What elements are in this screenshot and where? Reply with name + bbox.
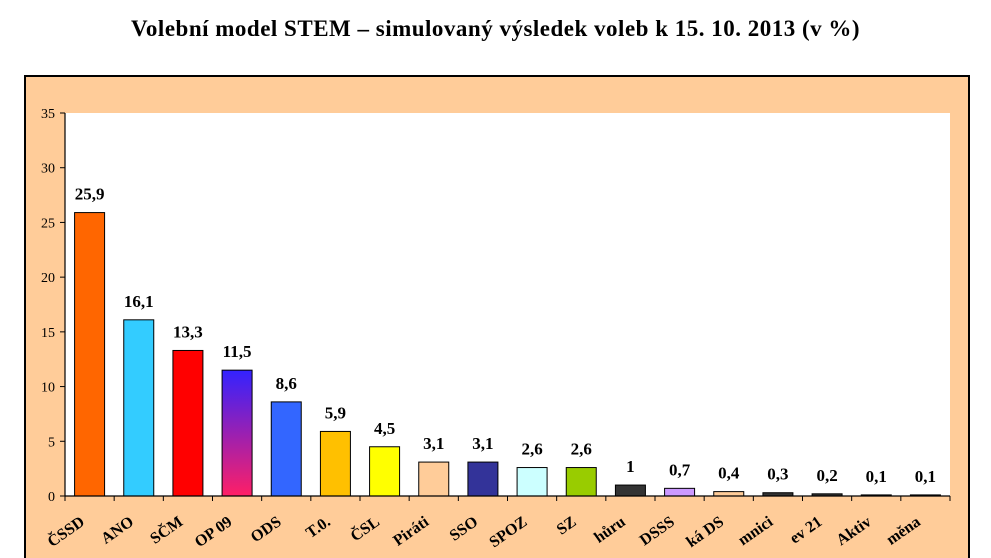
bar-value-label: 3,1 <box>472 434 493 453</box>
bar-value-label: 0,2 <box>816 466 837 485</box>
x-tick-label: SPOZ <box>486 513 530 551</box>
bar-value-label: 2,6 <box>521 440 542 459</box>
bar <box>713 491 745 497</box>
y-tick-label: 30 <box>41 162 55 177</box>
x-tick-label: Aktiv <box>833 513 874 549</box>
bar <box>172 349 204 497</box>
bar-value-label: 13,3 <box>173 322 203 341</box>
x-tick-label: mnici <box>735 513 777 549</box>
bar-value-label: 11,5 <box>223 342 252 361</box>
bar-value-label: 25,9 <box>75 185 105 204</box>
bar-value-label: 2,6 <box>571 440 592 459</box>
bar-value-label: 1 <box>626 457 635 476</box>
x-tick-label: OP 09 <box>192 513 236 551</box>
chart-title: Volební model STEM – simulovaný výsledek… <box>130 16 861 41</box>
x-tick-label: ČSL <box>346 512 382 545</box>
bar <box>565 467 597 497</box>
bar-value-label: 0,4 <box>718 464 740 483</box>
bar-value-label: 8,6 <box>276 374 297 393</box>
plot-area <box>65 113 950 496</box>
bar-value-label: 5,9 <box>325 403 346 422</box>
x-tick-label: měna <box>883 513 923 548</box>
x-tick-label: ODS <box>248 513 285 546</box>
bar-value-label: 4,5 <box>374 419 395 438</box>
x-tick-label: Piráti <box>390 513 432 550</box>
y-tick-label: 10 <box>41 381 55 396</box>
bar <box>516 467 548 497</box>
bar-value-label: 0,3 <box>767 465 788 484</box>
bar <box>221 369 253 497</box>
bar-value-label: 3,1 <box>423 434 444 453</box>
x-tick-label: ČSSD <box>43 512 87 551</box>
x-tick-label: T.0. <box>303 513 334 542</box>
y-tick-label: 15 <box>41 326 55 341</box>
x-tick-label: ev 21 <box>787 513 826 547</box>
bar <box>74 212 106 497</box>
bar <box>369 446 401 497</box>
bar <box>418 461 450 497</box>
x-tick-label: hůru <box>591 513 629 546</box>
bar-value-label: 16,1 <box>124 292 154 311</box>
y-tick-label: 5 <box>48 435 55 450</box>
y-tick-label: 35 <box>41 107 55 122</box>
x-tick-label: SSO <box>447 513 482 544</box>
bar <box>467 461 499 497</box>
bar-value-label: 0,7 <box>669 460 691 479</box>
y-tick-label: 25 <box>41 216 55 231</box>
y-tick-label: 20 <box>41 271 55 286</box>
y-tick-label: 0 <box>48 490 55 505</box>
bar <box>614 484 646 497</box>
bar <box>270 401 302 497</box>
bar-value-label: 0,1 <box>915 467 936 486</box>
x-tick-label: SZ <box>554 513 580 538</box>
x-tick-label: ANO <box>98 513 137 547</box>
bar <box>123 319 155 497</box>
x-tick-label: DSSS <box>637 513 678 549</box>
bar <box>319 430 351 497</box>
bar-value-label: 0,1 <box>866 467 887 486</box>
x-tick-label: ká DS <box>683 513 727 551</box>
x-tick-label: SČM <box>146 512 186 548</box>
bar <box>664 487 696 497</box>
